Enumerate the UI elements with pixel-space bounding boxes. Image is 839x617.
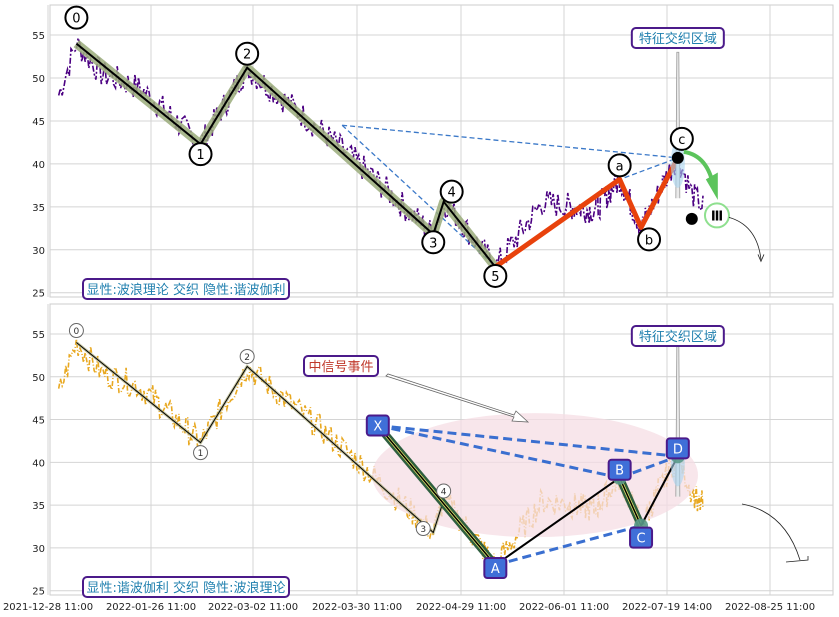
harmonic-label-A: A bbox=[491, 562, 500, 577]
wave-label-circle bbox=[68, 323, 84, 339]
wave-label-circle bbox=[421, 230, 446, 255]
zone-glow bbox=[670, 139, 685, 188]
harmonic-label-box bbox=[483, 557, 508, 580]
y-tick-label: 40 bbox=[32, 160, 45, 171]
wave-label-0: 0 bbox=[74, 327, 80, 337]
marker-label: Ⅲ bbox=[711, 209, 723, 224]
wave-label-circle bbox=[239, 348, 255, 364]
dashed-line bbox=[342, 124, 678, 159]
wave-label-5: 5 bbox=[491, 270, 499, 285]
harmonic-label-box bbox=[629, 526, 654, 549]
wave-label-circle bbox=[483, 263, 508, 288]
harmonic-leg bbox=[494, 476, 621, 566]
wave-label-circle bbox=[415, 521, 431, 537]
wave-label-circle bbox=[436, 483, 452, 499]
correction-label-circle bbox=[669, 126, 694, 151]
wave-label-1: 1 bbox=[196, 148, 204, 163]
correction-label-a: a bbox=[616, 159, 624, 174]
y-tick-label: 45 bbox=[32, 117, 45, 128]
legend-box bbox=[82, 576, 290, 598]
x-axis: 2021-12-28 11:00 2022-01-26 11:00 2022-03-… bbox=[3, 602, 815, 613]
y-tick-label: 50 bbox=[32, 373, 45, 384]
x-tick-label: 2022-07-19 14:00 bbox=[622, 602, 712, 613]
marker-circle bbox=[703, 202, 730, 229]
harmonic-label-box bbox=[607, 458, 632, 481]
wave-label-3: 3 bbox=[429, 236, 437, 251]
harmonic-dashed-ac bbox=[494, 524, 642, 567]
green-arrow-head bbox=[705, 172, 718, 200]
point-c-dot bbox=[671, 151, 684, 164]
legend-label: 显性:波浪理论 交织 隐性:谐波伽利 bbox=[86, 282, 285, 298]
wave-label-circle bbox=[188, 142, 213, 167]
legend-box bbox=[82, 278, 290, 300]
correction-label-c: c bbox=[678, 133, 685, 148]
harmonic-label-box bbox=[365, 414, 390, 437]
dashed-line bbox=[341, 124, 496, 268]
legend-label: 显性:谐波伽利 交织 隐性:波浪理论 bbox=[86, 580, 285, 596]
x-tick-label: 2022-03-02 11:00 bbox=[208, 602, 298, 613]
wave-label-circle bbox=[64, 5, 89, 30]
x-tick-label: 2022-06-01 11:00 bbox=[519, 602, 609, 613]
wave-label-1: 1 bbox=[198, 449, 204, 459]
zone-label: 特征交织区域 bbox=[639, 31, 717, 47]
y-tick-label: 35 bbox=[32, 501, 45, 512]
point-dot bbox=[685, 212, 698, 225]
y-tick-label: 55 bbox=[32, 31, 45, 42]
zone-label: 特征交织区域 bbox=[639, 329, 717, 345]
y-tick-label: 35 bbox=[32, 203, 45, 214]
correction-label-circle bbox=[637, 227, 662, 252]
harmonic-dashed-xd bbox=[377, 424, 678, 458]
zone-label-box bbox=[630, 27, 725, 49]
impulse-wave-line bbox=[75, 42, 497, 268]
y-tick-label: 25 bbox=[32, 587, 45, 598]
x-tick-label: 2021-12-28 11:00 bbox=[3, 602, 93, 613]
y-tick-label: 40 bbox=[32, 458, 45, 469]
harmonic-leg bbox=[618, 477, 642, 526]
correction-wave-line bbox=[493, 156, 681, 269]
harmonic-label-X: X bbox=[373, 420, 382, 435]
correction-label-circle bbox=[607, 153, 632, 178]
wave-label-4: 4 bbox=[441, 487, 447, 497]
y-tick-label: 50 bbox=[32, 74, 45, 85]
harmonic-label-box bbox=[665, 437, 690, 460]
harmonic-label-C: C bbox=[637, 532, 646, 547]
y-tick-label: 30 bbox=[32, 246, 45, 257]
x-tick-label: 2022-03-30 11:00 bbox=[312, 602, 402, 613]
harmonic-label-B: B bbox=[615, 464, 624, 479]
wave-label-2: 2 bbox=[243, 48, 251, 63]
projection-curve bbox=[741, 503, 801, 561]
y-tick-label: 45 bbox=[32, 416, 45, 427]
wave-label-circle bbox=[193, 445, 209, 461]
correction-label-b: b bbox=[645, 233, 653, 248]
x-tick-label: 2022-04-29 11:00 bbox=[416, 602, 506, 613]
bottom-panel: 25 30 35 40 45 50 55 0 1 2 3 4 X A B C D 中信号事件 特征交织区域显性:谐波… bbox=[32, 303, 834, 598]
x-tick-label: 2022-01-26 11:00 bbox=[106, 602, 196, 613]
signal-arrow bbox=[385, 373, 530, 423]
x-tick-label: 2022-08-25 11:00 bbox=[725, 602, 815, 613]
wave-label-circle bbox=[439, 179, 464, 204]
y-tick-label: 55 bbox=[32, 330, 45, 341]
wave-label-3: 3 bbox=[420, 525, 426, 535]
projection-bracket bbox=[785, 556, 809, 563]
wave-label-circle bbox=[235, 41, 260, 66]
pattern-ellipse bbox=[372, 413, 698, 538]
dashed-line bbox=[624, 157, 679, 179]
projection-arrow bbox=[728, 217, 762, 260]
projection-arrow-head bbox=[757, 254, 765, 263]
zone-label-box bbox=[630, 325, 725, 347]
y-tick-label: 30 bbox=[32, 544, 45, 555]
harmonic-leg bbox=[377, 425, 496, 566]
y-tick-label: 25 bbox=[32, 289, 45, 300]
wave-label-2: 2 bbox=[244, 353, 250, 363]
harmonic-label-D: D bbox=[673, 442, 683, 457]
signal-label: 中信号事件 bbox=[308, 360, 373, 375]
wave-label-0: 0 bbox=[72, 12, 80, 27]
wave-label-4: 4 bbox=[448, 186, 456, 201]
harmonic-dashed-bd bbox=[619, 454, 679, 480]
signal-label-box bbox=[303, 355, 379, 377]
